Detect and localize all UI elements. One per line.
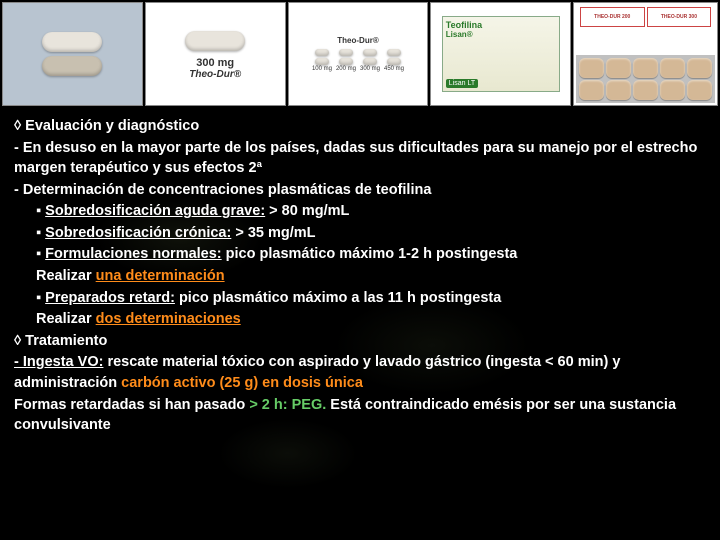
product-image-row: 300 mg Theo-Dur® Theo-Dur® 100 mg 200 mg… [0, 0, 720, 108]
package-small: THEO-DUR 300 [647, 7, 712, 27]
action-text: Realizar [36, 268, 96, 284]
package-box: Teofilina Lisan® Lisan LT [442, 16, 560, 93]
diamond-bullet: ◊ [14, 333, 21, 349]
product-image-4: Teofilina Lisan® Lisan LT [430, 2, 571, 106]
pill-shape [42, 56, 102, 76]
dose-grid: 100 mg 200 mg 300 mg 450 mg [312, 48, 404, 72]
dose-label: 300 mg [196, 57, 234, 69]
bullet-value: pico plasmático máximo a las 11 h postin… [175, 290, 501, 306]
bullet-item: ▪ Preparados retard: pico plasmático máx… [14, 288, 706, 309]
bullet-label: Formulaciones normales: [45, 246, 221, 262]
bullet-label: Preparados retard: [45, 290, 175, 306]
action-highlight: una determinación [96, 268, 225, 284]
bullet-value: > 80 mg/mL [265, 203, 349, 219]
product-image-1 [2, 2, 143, 106]
blister-pack [576, 55, 715, 103]
bullet-label: Sobredosificación aguda grave: [45, 203, 265, 219]
square-bullet: ▪ [36, 246, 41, 262]
heading-evaluation: ◊Evaluación y diagnóstico [14, 116, 706, 137]
square-bullet: ▪ [36, 225, 41, 241]
bullet-action: Realizar dos determinaciones [14, 309, 706, 330]
bullet-item: ▪ Formulaciones normales: pico plasmátic… [14, 244, 706, 265]
brand-badge: Lisan LT [446, 79, 478, 88]
slide-content: ◊Evaluación y diagnóstico - En desuso en… [0, 108, 720, 540]
paragraph: - En desuso en la mayor parte de los paí… [14, 138, 706, 179]
bullet-label: Sobredosificación crónica: [45, 225, 231, 241]
action-text: Realizar [36, 311, 96, 327]
product-image-2: 300 mg Theo-Dur® [145, 2, 286, 106]
heading-text: Tratamiento [25, 333, 107, 349]
product-image-3: Theo-Dur® 100 mg 200 mg 300 mg 450 mg [288, 2, 429, 106]
bullet-value: pico plasmático máximo 1-2 h postingesta [222, 246, 518, 262]
bullet-action: Realizar una determinación [14, 266, 706, 287]
bullet-item: ▪ Sobredosificación crónica: > 35 mg/mL [14, 223, 706, 244]
pill-shape [42, 32, 102, 52]
dose-text: 450 mg [384, 66, 404, 72]
treatment-label: - Ingesta VO: [14, 354, 103, 370]
product-image-5: THEO-DUR 200 THEO-DUR 300 [573, 2, 718, 106]
dose-text: 200 mg [336, 66, 356, 72]
pill-shape [185, 31, 245, 51]
heading-treatment: ◊Tratamiento [14, 331, 706, 352]
brand-label: Theo-Dur® [337, 36, 378, 45]
brand-label: Theo-Dur® [189, 69, 241, 80]
action-highlight: dos determinaciones [96, 311, 241, 327]
bullet-item: ▪ Sobredosificación aguda grave: > 80 mg… [14, 201, 706, 222]
square-bullet: ▪ [36, 203, 41, 219]
heading-text: Evaluación y diagnóstico [25, 118, 199, 134]
treatment-item: - Ingesta VO: rescate material tóxico co… [14, 352, 706, 393]
package-small: THEO-DUR 200 [580, 7, 645, 27]
treatment-highlight: carbón activo (25 g) en dosis única [121, 375, 363, 391]
brand-label: Teofilina [446, 20, 556, 30]
dose-text: 300 mg [360, 66, 380, 72]
bullet-value: > 35 mg/mL [231, 225, 315, 241]
brand-sub: Lisan® [446, 30, 556, 39]
diamond-bullet: ◊ [14, 118, 21, 134]
treatment-text: Formas retardadas si han pasado [14, 397, 249, 413]
treatment-highlight: > 2 h: PEG. [249, 397, 326, 413]
treatment-item: Formas retardadas si han pasado > 2 h: P… [14, 395, 706, 436]
square-bullet: ▪ [36, 290, 41, 306]
dose-text: 100 mg [312, 66, 332, 72]
paragraph: - Determinación de concentraciones plasm… [14, 180, 706, 201]
